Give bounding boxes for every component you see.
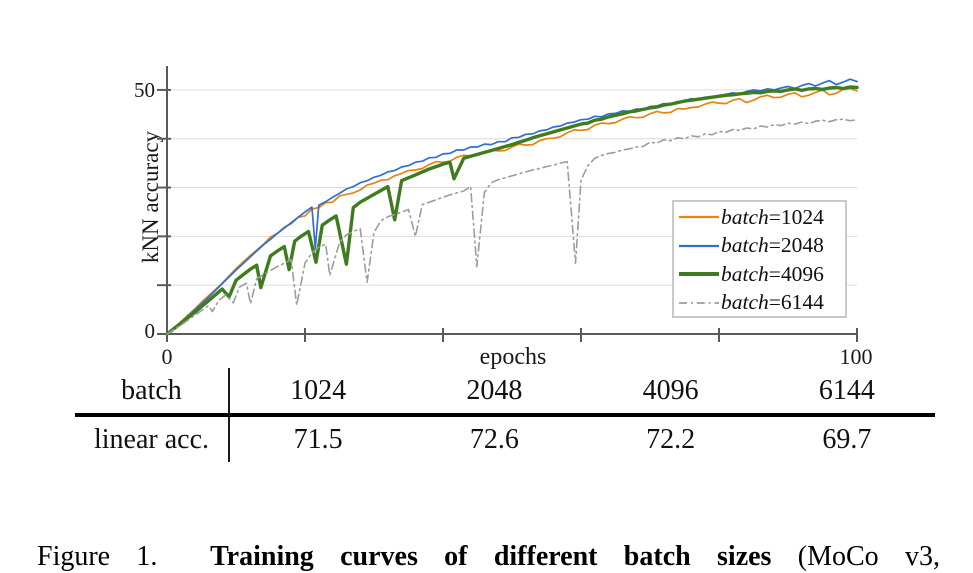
plot-svg [157,66,859,342]
y-tick-label-50: 50 [134,78,155,102]
legend-line-sample [679,216,719,219]
legend-label: batch=6144 [721,290,824,315]
legend-label-value: =1024 [768,204,824,229]
table-header-6144: 6144 [758,368,935,417]
legend-label-value: =6144 [768,290,824,315]
curve-batch=4096 [165,85,859,336]
legend-label-value: =2048 [768,233,824,258]
chart-legend: batch=1024 batch=2048 batch=4096 batch=6144 [672,200,847,318]
legend-item-batch=2048: batch=2048 [678,232,845,261]
caption-text-part: Figure 1. [37,541,211,572]
legend-label-italic: batch [721,204,769,229]
legend-label-italic: batch [721,290,769,315]
caption-text-part: (MoCo v3, [771,541,940,572]
legend-label-value: =4096 [768,261,824,286]
table-header-4096: 4096 [582,368,759,417]
caption-text-part: Training curves of different batch sizes [210,541,772,572]
legend-item-batch=6144: batch=6144 [678,289,845,318]
table-value-2048: 72.6 [469,423,519,455]
results-table: batch 1024 2048 4096 6144 linear acc. 71… [75,368,935,462]
legend-label: batch=2048 [721,233,824,258]
legend-item-batch=1024: batch=1024 [678,203,845,232]
table-header-batch: batch [75,368,230,417]
legend-label: batch=1024 [721,205,824,230]
x-axis-title: epochs [479,344,547,370]
curve-batch=6144 [166,118,858,335]
legend-line-sample [679,244,719,247]
x-tick-label-0: 0 [161,344,173,369]
legend-line-sample [679,272,719,277]
caption-line: Figure 1. Training curves of different b… [37,538,940,573]
legend-label-italic: batch [721,233,769,258]
x-tick-label-100: 100 [839,344,873,369]
table-value-1024: 71.5 [293,423,343,455]
table-value-4096: 72.2 [646,423,696,455]
table-header-1024: 1024 [230,368,407,417]
y-tick-label-0: 0 [144,319,156,343]
legend-line-sample [679,301,719,304]
training-curves-chart: kNN accuracy 50 0 batch=1024 batch=2048 ba… [134,66,873,370]
table-header-2048: 2048 [406,368,583,417]
legend-label-italic: batch [721,261,769,286]
legend-item-batch=4096: batch=4096 [678,260,845,289]
table-row-label-linear-acc: linear acc. [75,417,230,462]
table-value-6144: 69.7 [822,423,872,455]
legend-label: batch=4096 [721,262,824,287]
figure-caption: Figure 1. Training curves of different b… [37,464,940,573]
